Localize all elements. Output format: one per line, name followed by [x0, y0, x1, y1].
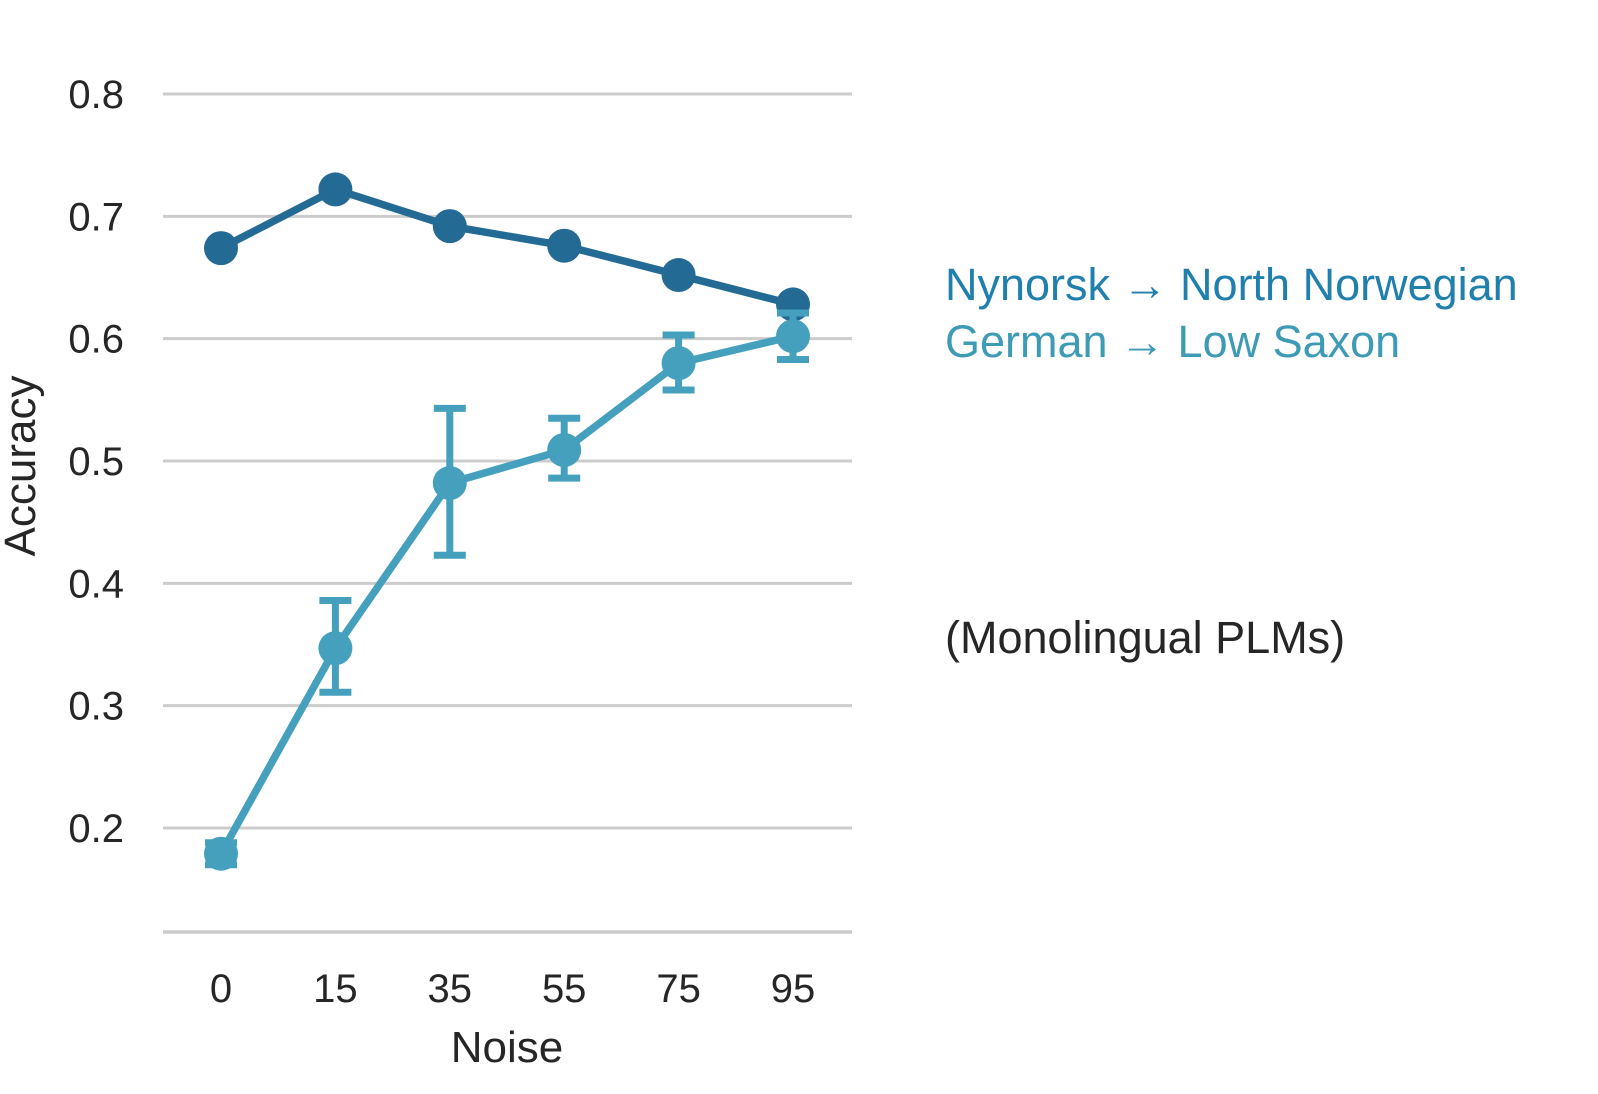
data-point	[432, 466, 467, 501]
x-tick-labels: 0 15 35 55 75 95	[210, 967, 815, 1011]
x-tick-label: 15	[313, 967, 358, 1011]
legend-entry-nynorsk: Nynorsk → North Norwegian	[945, 259, 1518, 310]
data-point	[547, 432, 582, 467]
y-axis-label: Accuracy	[0, 376, 45, 557]
y-tick-label: 0.8	[68, 73, 124, 117]
data-point	[776, 319, 810, 354]
data-point	[661, 258, 696, 293]
series-1	[204, 309, 810, 871]
y-tick-label: 0.5	[68, 440, 124, 484]
data-point	[204, 836, 238, 871]
legend-entry-german: German → Low Saxon	[945, 316, 1400, 367]
x-tick-label: 55	[542, 967, 587, 1011]
y-tick-label: 0.7	[68, 195, 124, 239]
data-point	[661, 346, 696, 381]
data-point	[204, 231, 238, 266]
series-0	[204, 172, 810, 322]
series-line	[217, 332, 797, 858]
y-tick-labels: 0.2 0.3 0.4 0.5 0.6 0.7 0.8	[68, 73, 124, 851]
gridlines	[163, 92, 852, 934]
x-tick-label: 75	[656, 967, 701, 1011]
data-point	[432, 209, 467, 244]
y-tick-label: 0.4	[68, 562, 124, 606]
series-layer	[204, 172, 810, 871]
annotation-monolingual-plms: (Monolingual PLMs)	[945, 612, 1345, 663]
x-tick-label: 95	[771, 967, 816, 1011]
y-tick-label: 0.3	[68, 685, 124, 729]
y-tick-label: 0.2	[68, 807, 124, 851]
data-point	[318, 631, 353, 666]
x-tick-label: 0	[210, 967, 232, 1011]
data-point	[318, 172, 353, 207]
x-axis-label: Noise	[451, 1023, 564, 1072]
x-tick-label: 35	[428, 967, 473, 1011]
data-point	[547, 228, 582, 263]
series-line	[217, 185, 797, 309]
y-tick-label: 0.6	[68, 318, 124, 362]
